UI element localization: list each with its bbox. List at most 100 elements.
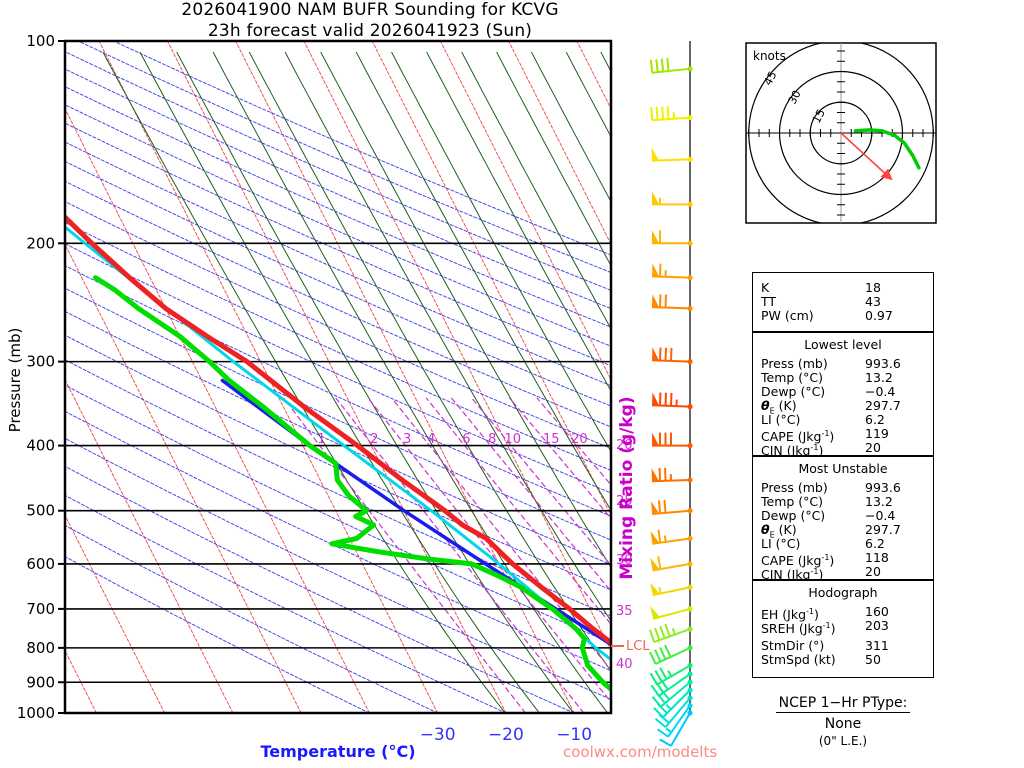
- lowest-level-key: Dewp (°C): [761, 384, 826, 399]
- lowest-level-value: 297.7: [865, 398, 901, 413]
- most-unstable-value: 20: [865, 564, 881, 579]
- most-unstable-value: 118: [865, 550, 889, 565]
- mixing-ratio-value: 4: [427, 432, 435, 447]
- summary-key: PW (cm): [761, 308, 814, 323]
- most-unstable-key: CIN (Jkg-1): [761, 567, 824, 583]
- lowest-level-value: 119: [865, 426, 889, 441]
- wind-barb: [650, 582, 693, 597]
- wind-barb: [651, 392, 693, 410]
- pressure-axis-ticks: 100 200 300 400 500 600 700 800 900 1000: [17, 32, 65, 722]
- temperature-tick-label: −30: [420, 725, 456, 745]
- hodograph-stat-key: SREH (Jkg-1): [761, 621, 836, 637]
- lowest-level-key: LI (°C): [761, 412, 801, 427]
- hodograph-stat-key: EH (Jkg-1): [761, 607, 819, 623]
- most-unstable-caption: Most Unstable: [798, 461, 888, 476]
- moist-adiabat-lines: [102, 51, 611, 713]
- mixing-ratio-value: 6: [462, 432, 470, 447]
- most-unstable-value: 993.6: [865, 480, 901, 495]
- hodograph-stats-box: Hodograph EH (Jkg-1) 160 SREH (Jkg-1) 203 St…: [752, 580, 934, 678]
- wind-barb: [650, 671, 693, 697]
- hodograph-stat-value: 203: [865, 618, 889, 633]
- most-unstable-value: 13.2: [865, 494, 893, 509]
- wind-barb: [651, 347, 693, 365]
- ncep-ptype-panel: NCEP 1−Hr PType: None (0" L.E.): [736, 692, 950, 748]
- mixing-ratio-axis-ticks: 20 25 30 35 40: [616, 438, 633, 672]
- wind-barb: [649, 606, 693, 620]
- trace-dewpoint: [93, 275, 611, 693]
- summary-value: 43: [865, 294, 881, 309]
- title-line-2: 23h forecast valid 2026041923 (Sun): [207, 21, 533, 41]
- mixing-ratio-value: 20: [571, 432, 588, 447]
- pressure-tick-label: 600: [26, 555, 55, 573]
- hodograph-stats-caption: Hodograph: [808, 585, 878, 600]
- wind-barb: [649, 662, 693, 686]
- temperature-axis-ticks: −30 −20 −10: [420, 725, 592, 745]
- temperature-axis-label: Temperature (°C): [260, 742, 415, 761]
- lowest-level-key: CAPE (Jkg-1): [761, 429, 835, 445]
- lowest-level-value: 6.2: [865, 412, 885, 427]
- wind-barb: [650, 556, 693, 572]
- most-unstable-box: Most Unstable Press (mb) 993.6 Temp (°C) 13…: [752, 456, 934, 583]
- pressure-tick-label: 700: [26, 600, 55, 618]
- wind-barb: [650, 106, 693, 122]
- hodograph-plot: 15 30 45: [746, 43, 936, 223]
- hodograph-stat-key: StmSpd (kt): [761, 652, 836, 667]
- ptype-value: None: [824, 716, 862, 732]
- wind-barbs: [648, 58, 693, 747]
- hodograph-stat-value: 311: [865, 638, 889, 653]
- lowest-level-value: 993.6: [865, 356, 901, 371]
- most-unstable-key: Dewp (°C): [761, 508, 826, 523]
- lowest-level-value: −0.4: [865, 384, 896, 399]
- wind-barb: [651, 263, 693, 281]
- lowest-level-key: CIN (Jkg-1): [761, 443, 824, 459]
- temperature-tick-label: −10: [556, 725, 592, 745]
- lcl-label: LCL: [626, 639, 650, 654]
- lowest-level-key: θE (K): [761, 398, 797, 416]
- pressure-tick-label: 400: [26, 437, 55, 455]
- most-unstable-key: θE (K): [761, 522, 797, 540]
- wind-barb: [649, 644, 693, 665]
- hodograph-trace: [853, 128, 921, 170]
- ptype-header: NCEP 1−Hr PType:: [775, 695, 911, 713]
- lowest-level-caption: Lowest level: [804, 337, 882, 352]
- mixing-ratio-value: 2: [370, 432, 378, 447]
- wind-barb: [651, 147, 693, 162]
- most-unstable-value: 6.2: [865, 536, 885, 551]
- mixing-ratio-labels: 1 2 3 4 6 8 10 15 20: [317, 432, 587, 447]
- hodograph-ring-label: 30: [786, 88, 804, 106]
- mixing-ratio-value: 15: [543, 432, 560, 447]
- hodograph-stat-value: 50: [865, 652, 881, 667]
- summary-key: TT: [761, 294, 777, 309]
- wind-barb: [652, 432, 693, 449]
- mixing-ratio-tick-label: 30: [616, 553, 633, 568]
- wind-barb: [652, 191, 693, 207]
- hodograph-ring-label: 45: [761, 69, 779, 87]
- wind-barb: [652, 230, 693, 246]
- ptype-amount: (0" L.E.): [818, 734, 868, 748]
- lowest-level-value: 20: [865, 440, 881, 455]
- storm-motion-vector: [840, 132, 893, 181]
- watermark: coolwx.com/modelts: [563, 743, 717, 761]
- pressure-axis-label: Pressure (mb): [6, 328, 24, 433]
- plot-frame: [63, 39, 613, 715]
- title-line-1: 2026041900 NAM BUFR Sounding for KCVG: [181, 0, 559, 20]
- pressure-tick-label: 100: [26, 32, 55, 50]
- most-unstable-key: Temp (°C): [761, 494, 824, 509]
- most-unstable-key: CAPE (Jkg-1): [761, 553, 835, 569]
- mixing-ratio-tick-label: 25: [616, 494, 633, 509]
- hodograph-ring-label: 15: [810, 107, 828, 125]
- pressure-tick-label: 800: [26, 639, 55, 657]
- most-unstable-value: −0.4: [865, 508, 896, 523]
- most-unstable-key: Press (mb): [761, 480, 828, 495]
- lowest-level-value: 13.2: [865, 370, 893, 385]
- wind-barb: [649, 58, 693, 74]
- summary-value: 0.97: [865, 308, 893, 323]
- lowest-level-box: Lowest level Press (mb) 993.6 Temp (°C) 13.…: [752, 332, 934, 459]
- trace-temperature: [65, 213, 611, 646]
- mixing-ratio-tick-label: 40: [616, 657, 633, 672]
- lowest-level-key: Press (mb): [761, 356, 828, 371]
- sounding-traces: [65, 213, 611, 693]
- hodograph-units-label: knots: [753, 49, 786, 63]
- mixing-ratio-value: 3: [403, 432, 411, 447]
